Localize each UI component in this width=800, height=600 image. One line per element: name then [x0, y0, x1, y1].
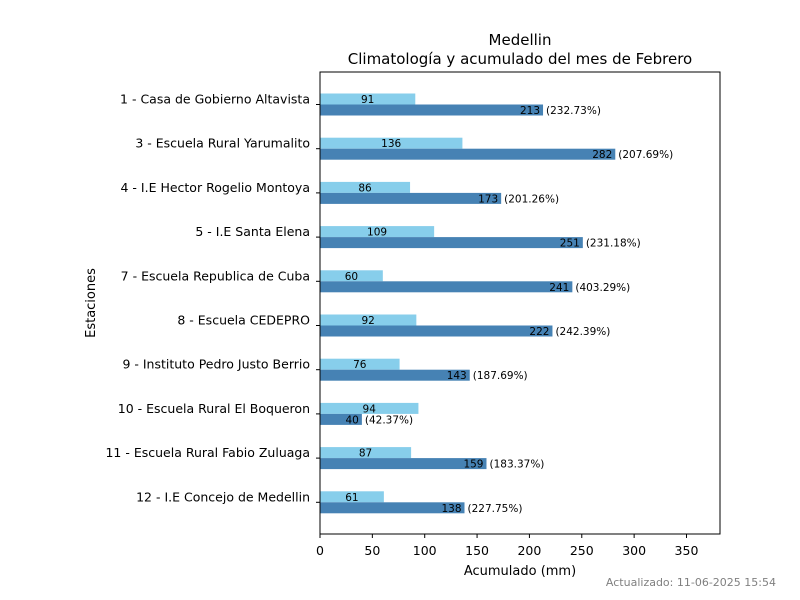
- chart-subtitle: Climatología y acumulado del mes de Febr…: [348, 50, 692, 68]
- category-7-accumulated-value: 143: [447, 370, 467, 382]
- category-7-climatology-value: 76: [353, 359, 367, 371]
- category-4-accumulated-percent: (231.18%): [586, 238, 641, 250]
- category-4-climatology-bar: [320, 226, 435, 238]
- category-8-climatology-value: 94: [363, 403, 377, 415]
- category-5-accumulated-bar: [320, 281, 573, 293]
- plot-frame: [319, 71, 721, 535]
- category-3-accumulated-value: 173: [478, 193, 498, 205]
- category-5-climatology-bar: [320, 270, 383, 282]
- category-2-accumulated-percent: (207.69%): [618, 149, 673, 161]
- category-8-label: 10 - Escuela Rural El Boqueron: [118, 401, 310, 416]
- x-tick-label-5: 250: [570, 543, 594, 558]
- category-1-accumulated-bar: [320, 104, 544, 116]
- category-9-label: 11 - Escuela Rural Fabio Zuluaga: [105, 445, 310, 460]
- category-9-climatology-bar: [320, 447, 412, 459]
- category-10-accumulated-bar: [320, 502, 465, 514]
- category-10-climatology-value: 61: [345, 492, 358, 504]
- category-9-accumulated-percent: (183.37%): [489, 459, 544, 471]
- category-5-accumulated-value: 241: [549, 282, 569, 294]
- category-6-accumulated-bar: [320, 325, 553, 337]
- x-tick-label-7: 350: [675, 543, 699, 558]
- category-3-climatology-value: 86: [358, 182, 372, 194]
- category-7-accumulated-percent: (187.69%): [473, 370, 528, 382]
- category-8-climatology-bar: [320, 402, 419, 414]
- category-1-label: 1 - Casa de Gobierno Altavista: [120, 92, 310, 107]
- category-10-climatology-bar: [320, 491, 384, 503]
- x-tick-label-1: 50: [364, 543, 380, 558]
- category-9-accumulated-value: 159: [463, 459, 483, 471]
- category-5-accumulated-percent: (403.29%): [575, 282, 630, 294]
- category-2-climatology-value: 136: [381, 138, 401, 150]
- bars-group: 91 213 (232.73%) 136 282 (207.69%) 86 173 (201.2…: [320, 93, 673, 515]
- category-5-label: 7 - Escuela Republica de Cuba: [121, 268, 310, 283]
- category-3-accumulated-percent: (201.26%): [504, 193, 559, 205]
- category-4-accumulated-bar: [320, 237, 583, 249]
- category-1-accumulated-value: 213: [520, 105, 540, 117]
- category-7-climatology-bar: [320, 358, 400, 370]
- category-10-label: 12 - I.E Concejo de Medellin: [136, 489, 310, 504]
- category-8-accumulated-bar: [320, 413, 362, 425]
- category-3-accumulated-bar: [320, 192, 502, 204]
- category-9-accumulated-bar: [320, 458, 487, 470]
- x-axis-label: Acumulado (mm): [464, 564, 576, 579]
- category-7-accumulated-bar: [320, 369, 470, 381]
- category-2-accumulated-bar: [320, 148, 616, 160]
- category-6-label: 8 - Escuela CEDEPRO: [177, 313, 310, 328]
- category-6-accumulated-percent: (242.39%): [555, 326, 610, 338]
- category-10-accumulated-value: 138: [441, 503, 461, 515]
- category-6-climatology-bar: [320, 314, 417, 326]
- x-tick-label-3: 150: [465, 543, 489, 558]
- category-8-accumulated-value: 40: [346, 414, 359, 426]
- category-1-accumulated-percent: (232.73%): [546, 105, 601, 117]
- y-axis-label: Estaciones: [84, 268, 99, 338]
- category-6-accumulated-value: 222: [529, 326, 549, 338]
- category-5-climatology-value: 60: [345, 271, 358, 283]
- category-6-climatology-value: 92: [361, 315, 374, 327]
- category-9-climatology-value: 87: [359, 448, 372, 460]
- category-1-climatology-value: 91: [361, 94, 374, 106]
- category-4-accumulated-value: 251: [560, 238, 580, 250]
- category-1-climatology-bar: [320, 93, 416, 105]
- x-ticks: 0 50 100 150 200 250 300 350: [316, 534, 698, 558]
- category-8-accumulated-percent: (42.37%): [365, 414, 413, 426]
- chart-title: Medellin: [489, 31, 552, 49]
- x-tick-label-0: 0: [316, 543, 324, 558]
- category-3-climatology-bar: [320, 181, 411, 193]
- x-tick-label-4: 200: [517, 543, 541, 558]
- category-2-accumulated-value: 282: [592, 149, 612, 161]
- category-7-label: 9 - Instituto Pedro Justo Berrio: [122, 357, 310, 372]
- category-2-label: 3 - Escuela Rural Yarumalito: [135, 136, 310, 151]
- x-tick-label-6: 300: [622, 543, 646, 558]
- category-10-accumulated-percent: (227.75%): [468, 503, 523, 515]
- x-tick-label-2: 100: [413, 543, 437, 558]
- category-4-climatology-value: 109: [367, 227, 387, 239]
- category-labels: 1 - Casa de Gobierno Altavista 3 - Escuel…: [105, 92, 320, 504]
- category-2-climatology-bar: [320, 137, 463, 149]
- category-3-label: 4 - I.E Hector Rogelio Montoya: [121, 180, 311, 195]
- category-4-label: 5 - I.E Santa Elena: [195, 224, 310, 239]
- updated-timestamp: Actualizado: 11-06-2025 15:54: [606, 576, 776, 589]
